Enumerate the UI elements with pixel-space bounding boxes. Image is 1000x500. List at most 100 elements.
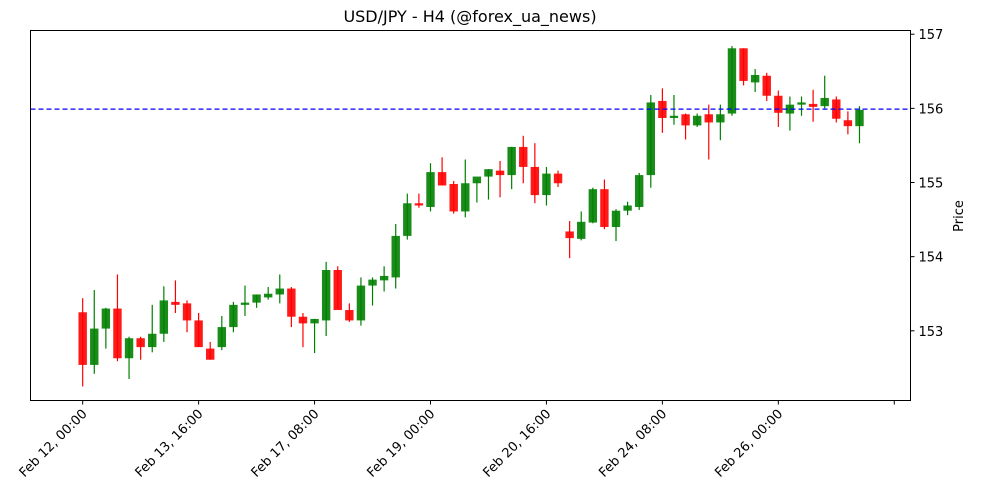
- candle-body: [206, 348, 215, 360]
- candle-body: [182, 303, 192, 321]
- candle: [762, 72, 771, 101]
- candle: [217, 315, 227, 351]
- candle: [333, 266, 342, 311]
- candle-body: [124, 338, 134, 359]
- candle: [391, 224, 400, 289]
- candle-body: [310, 318, 319, 324]
- candle: [623, 201, 632, 216]
- candle-body: [472, 176, 482, 184]
- candle-body: [298, 316, 308, 324]
- candle: [739, 48, 748, 86]
- x-tick-label: Feb 24, 08:00: [596, 407, 670, 481]
- candle-body: [391, 235, 400, 278]
- candle-body: [553, 173, 563, 184]
- candle: [287, 287, 296, 328]
- candle: [577, 211, 586, 241]
- candle-body: [159, 300, 169, 334]
- candle: [565, 221, 574, 259]
- y-axis: 153 154 155 156 157: [910, 28, 944, 340]
- candle-body: [797, 102, 806, 105]
- chart-title: USD/JPY - H4 (@forex_ua_news): [343, 7, 596, 27]
- plot-frame: [30, 30, 911, 401]
- candle-body: [275, 288, 284, 295]
- candle: [124, 336, 134, 379]
- candle-body: [263, 293, 273, 298]
- candle: [449, 181, 458, 214]
- candle-body: [507, 146, 516, 176]
- candle: [797, 96, 806, 116]
- candle-body: [171, 301, 180, 305]
- candle-body: [449, 183, 458, 212]
- x-tick-label: Feb 20, 16:00: [480, 407, 554, 481]
- candle-body: [750, 74, 760, 83]
- candle-body: [762, 75, 771, 96]
- candle: [611, 209, 621, 242]
- candle: [298, 313, 308, 348]
- candle: [101, 307, 111, 349]
- candle: [472, 176, 482, 203]
- candle: [310, 318, 319, 354]
- x-tick-label: Feb 13, 16:00: [133, 407, 207, 481]
- candle: [808, 89, 818, 122]
- candle-body: [90, 328, 99, 365]
- candle: [194, 313, 203, 348]
- candle: [519, 135, 528, 184]
- candle: [368, 277, 377, 306]
- candle-body: [646, 102, 655, 176]
- candle: [785, 96, 795, 131]
- candle: [379, 266, 389, 292]
- candle-body: [356, 285, 366, 321]
- y-tick-label: 157: [919, 28, 944, 43]
- candle: [658, 88, 667, 133]
- candle-body: [403, 203, 412, 236]
- candle: [600, 179, 609, 230]
- candle-body: [716, 114, 725, 123]
- candle-body: [739, 48, 748, 81]
- candle-body: [588, 189, 598, 223]
- candle: [263, 287, 273, 300]
- candle-body: [437, 172, 447, 186]
- x-tick-label: Feb 17, 08:00: [249, 407, 323, 481]
- candle-body: [600, 189, 609, 227]
- candle-body: [542, 173, 551, 196]
- x-tick-label: Feb 19, 00:00: [364, 407, 438, 481]
- candle: [437, 157, 447, 186]
- candle: [345, 303, 354, 322]
- candle-body: [461, 183, 470, 212]
- candle: [820, 75, 829, 109]
- candle-body: [669, 115, 679, 118]
- candle-body: [855, 109, 864, 127]
- candle: [588, 187, 598, 224]
- candle-body: [321, 269, 331, 321]
- candle-body: [101, 308, 111, 329]
- candle: [426, 163, 435, 212]
- candle-body: [78, 312, 87, 365]
- candle: [495, 161, 505, 198]
- x-axis: Feb 12, 00:00 Feb 13, 16:00 Feb 17, 08:00 F…: [17, 400, 895, 481]
- y-tick-label: 156: [919, 102, 944, 117]
- candle: [78, 298, 87, 387]
- candle: [206, 341, 215, 360]
- candle: [542, 166, 551, 206]
- candle: [484, 169, 493, 200]
- candle: [669, 95, 679, 125]
- y-tick-label: 155: [919, 177, 944, 192]
- candle: [171, 280, 180, 314]
- candle: [461, 159, 470, 218]
- candle-body: [113, 308, 122, 359]
- candle: [704, 104, 713, 160]
- candle-body: [495, 170, 505, 176]
- candle-body: [611, 210, 621, 227]
- candle: [403, 193, 412, 240]
- candle-body: [217, 327, 227, 348]
- candle-body: [414, 203, 424, 206]
- candle: [90, 290, 99, 374]
- candle-body: [136, 338, 145, 348]
- candle: [240, 285, 250, 316]
- candle: [553, 170, 563, 187]
- candle-body: [820, 97, 829, 107]
- candle: [113, 274, 122, 362]
- candle: [681, 113, 690, 140]
- candle: [832, 96, 841, 123]
